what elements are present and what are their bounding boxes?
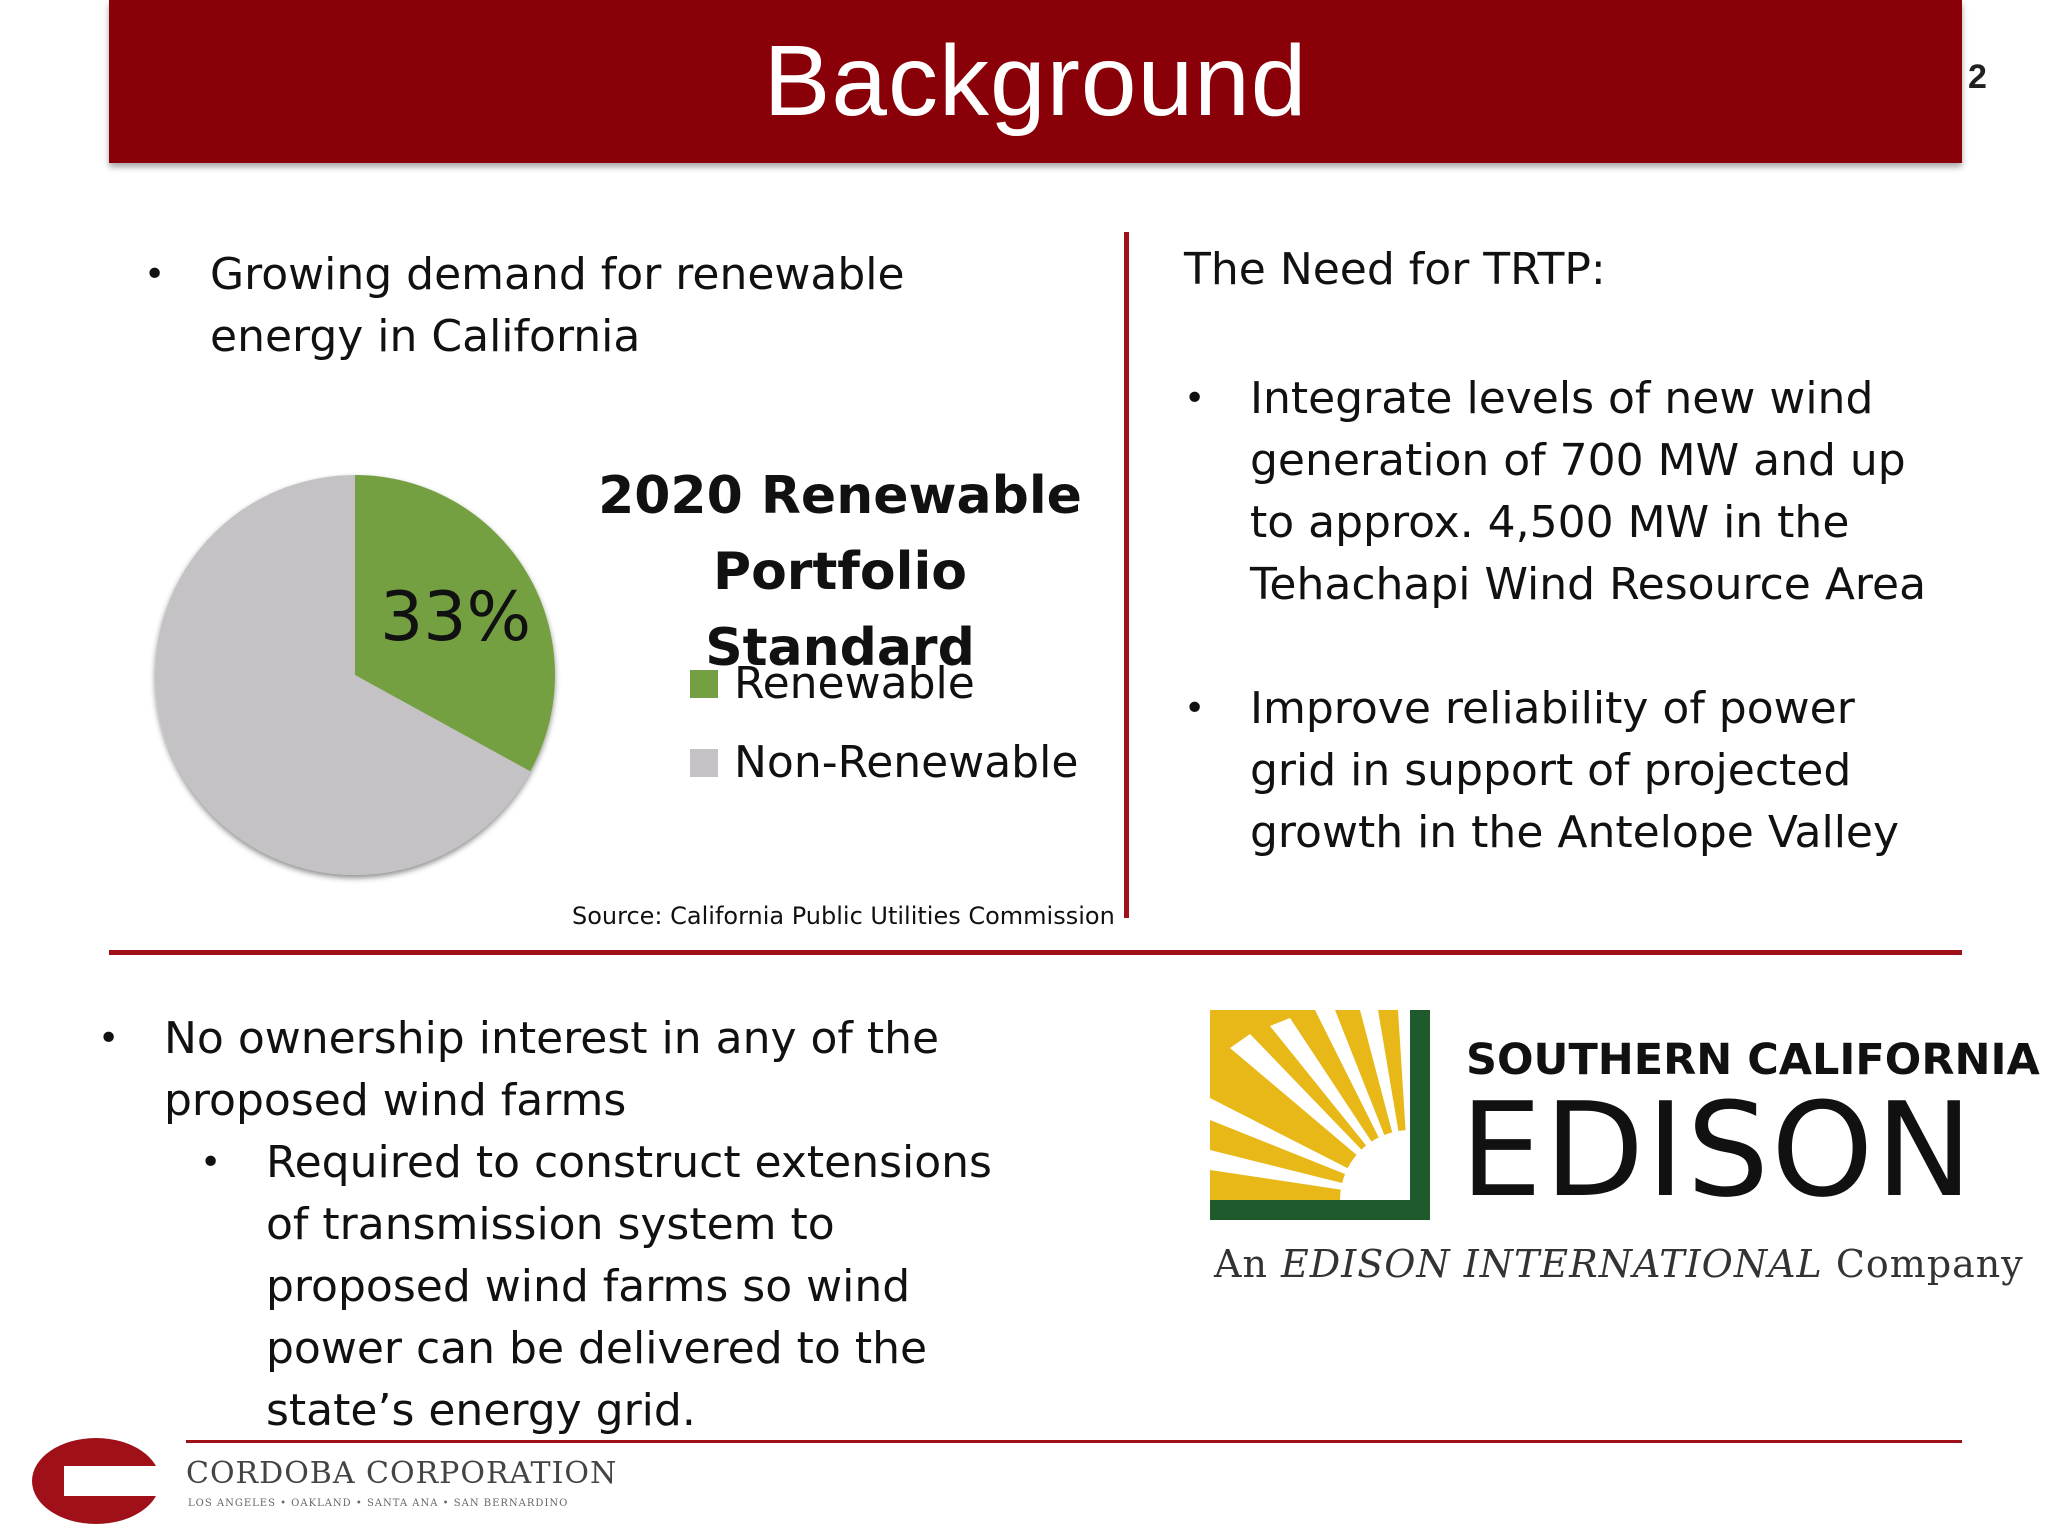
sce-tagline-italic: EDISON INTERNATIONAL <box>1281 1242 1823 1286</box>
bullet-grid-reliability: Improve reliability of power grid in sup… <box>1250 683 1900 858</box>
pie-slice-non-renewable <box>154 475 531 875</box>
legend-label-renewable: Renewable <box>734 658 975 709</box>
slide-title: Background <box>763 25 1308 137</box>
footer-company-name: CORDOBA CORPORATION <box>186 1456 618 1491</box>
legend-label-non-renewable: Non-Renewable <box>734 737 1079 788</box>
legend-item-non-renewable: Non-Renewable <box>690 737 1078 788</box>
legend-item-renewable: Renewable <box>690 658 975 709</box>
bullet-dot: • <box>98 1018 120 1059</box>
chart-source: Source: California Public Utilities Comm… <box>572 902 1115 930</box>
horizontal-divider <box>109 950 1962 955</box>
legend-swatch-renewable <box>690 669 718 698</box>
footer-locations: LOS ANGELES • OAKLAND • SANTA ANA • SAN … <box>188 1498 569 1509</box>
sce-logo-tagline: An EDISON INTERNATIONAL Company <box>1214 1242 2024 1286</box>
legend-swatch-non-renewable <box>690 748 718 777</box>
pie-slice-renewable <box>355 475 555 772</box>
chart-title: 2020 Renewable Portfolio Standard <box>590 458 1090 686</box>
bullet-dot: • <box>1184 688 1206 729</box>
chart-title-line-2: Portfolio Standard <box>705 542 975 678</box>
bullet-wind-integration: Integrate levels of new wind generation … <box>1250 373 1927 610</box>
page-number: 2 <box>1968 58 1987 96</box>
bullet-dot: • <box>144 254 166 295</box>
bullet-no-ownership: No ownership interest in any of the prop… <box>164 1013 940 1126</box>
sub-bullet-dot: • <box>200 1142 222 1183</box>
title-bar: Background <box>109 0 1962 163</box>
bullet-renewable-demand: Growing demand for renewable energy in C… <box>210 249 905 362</box>
cordoba-logo-icon <box>32 1438 170 1524</box>
sce-logo-line-1: SOUTHERN CALIFORNIA <box>1466 1035 2040 1085</box>
sub-bullet-transmission: Required to construct extensions of tran… <box>266 1137 992 1436</box>
pie-data-label-renewable: 33% <box>380 578 532 657</box>
bullet-dot: • <box>1184 378 1206 419</box>
sce-sunburst-logo-icon <box>1210 1010 1430 1220</box>
pie-chart <box>154 475 555 875</box>
sce-tagline-prefix: An <box>1214 1242 1281 1286</box>
vertical-divider <box>1124 232 1129 918</box>
sce-logo-line-2: EDISON <box>1460 1074 1975 1226</box>
chart-title-line-1: 2020 Renewable <box>598 466 1082 526</box>
trtp-heading: The Need for TRTP: <box>1184 244 1606 295</box>
sce-tagline-suffix: Company <box>1822 1242 2024 1286</box>
footer-divider <box>186 1440 1962 1443</box>
